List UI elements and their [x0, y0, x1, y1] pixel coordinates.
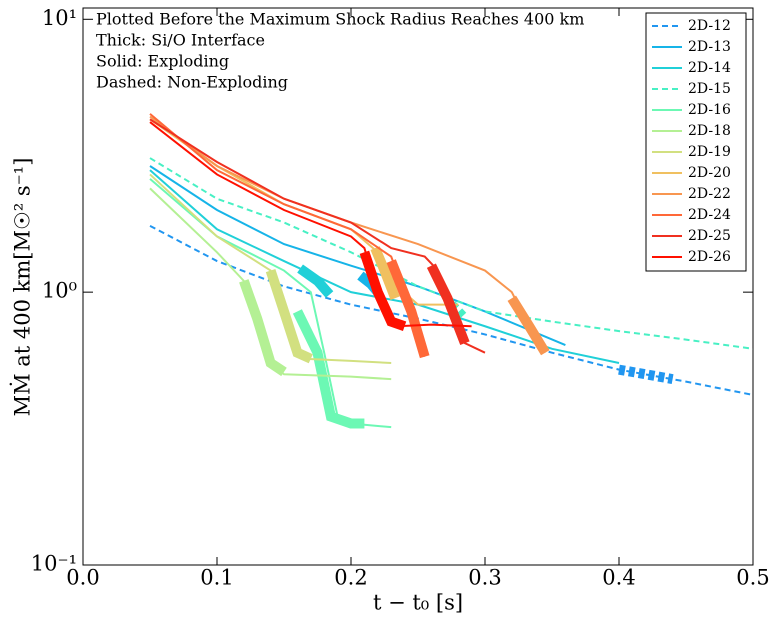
- legend-label: 2D-26: [688, 249, 731, 265]
- x-tick-label: 0.4: [602, 566, 635, 590]
- x-tick-label: 0.2: [334, 566, 367, 590]
- thick-segment: [507, 295, 550, 356]
- series-line: [149, 178, 392, 429]
- legend-label: 2D-20: [688, 165, 731, 181]
- thick-segment: [265, 268, 313, 364]
- x-tick-label: 0.5: [736, 566, 769, 590]
- annotation: Dashed: Non-Exploding: [96, 73, 288, 92]
- legend-label: 2D-22: [688, 186, 731, 202]
- legend-label: 2D-24: [688, 207, 731, 223]
- y-tick-label: 10¹: [42, 6, 77, 30]
- x-tick-label: 0.0: [66, 566, 99, 590]
- legend-label: 2D-14: [688, 60, 731, 76]
- annotation: Solid: Exploding: [96, 52, 229, 71]
- legend-label: 2D-13: [688, 39, 731, 55]
- legend-label: 2D-16: [688, 102, 731, 118]
- thick-segment: [297, 264, 334, 298]
- thick-segment: [618, 364, 674, 385]
- y-axis-label: MṀ at 400 km[M☉² s⁻¹]: [11, 158, 35, 417]
- legend-label: 2D-15: [688, 81, 731, 97]
- y-tick-label: 10⁰: [42, 279, 77, 303]
- series-line: [149, 224, 753, 396]
- legend-label: 2D-19: [688, 144, 731, 160]
- annotation: Thick: Si/O Interface: [96, 31, 265, 50]
- legend-label: 2D-25: [688, 228, 731, 244]
- x-axis-label: t − t₀ [s]: [373, 591, 463, 615]
- series-group: [149, 113, 753, 429]
- x-tick-label: 0.3: [468, 566, 501, 590]
- thick-segment: [292, 309, 365, 429]
- thick-segment: [386, 259, 430, 359]
- thick-segment: [426, 263, 470, 346]
- series-line: [149, 165, 566, 346]
- x-tick-label: 0.1: [200, 566, 233, 590]
- thick-segment: [239, 279, 287, 377]
- legend-label: 2D-12: [688, 18, 731, 34]
- legend-box: [645, 12, 747, 272]
- thick-segment: [359, 250, 407, 331]
- y-tick-label: 10⁻¹: [31, 552, 77, 576]
- legend-label: 2D-18: [688, 123, 731, 139]
- thick-segment: [370, 246, 400, 301]
- plot-frame: [82, 7, 754, 566]
- annotation: Plotted Before the Maximum Shock Radius …: [96, 10, 584, 29]
